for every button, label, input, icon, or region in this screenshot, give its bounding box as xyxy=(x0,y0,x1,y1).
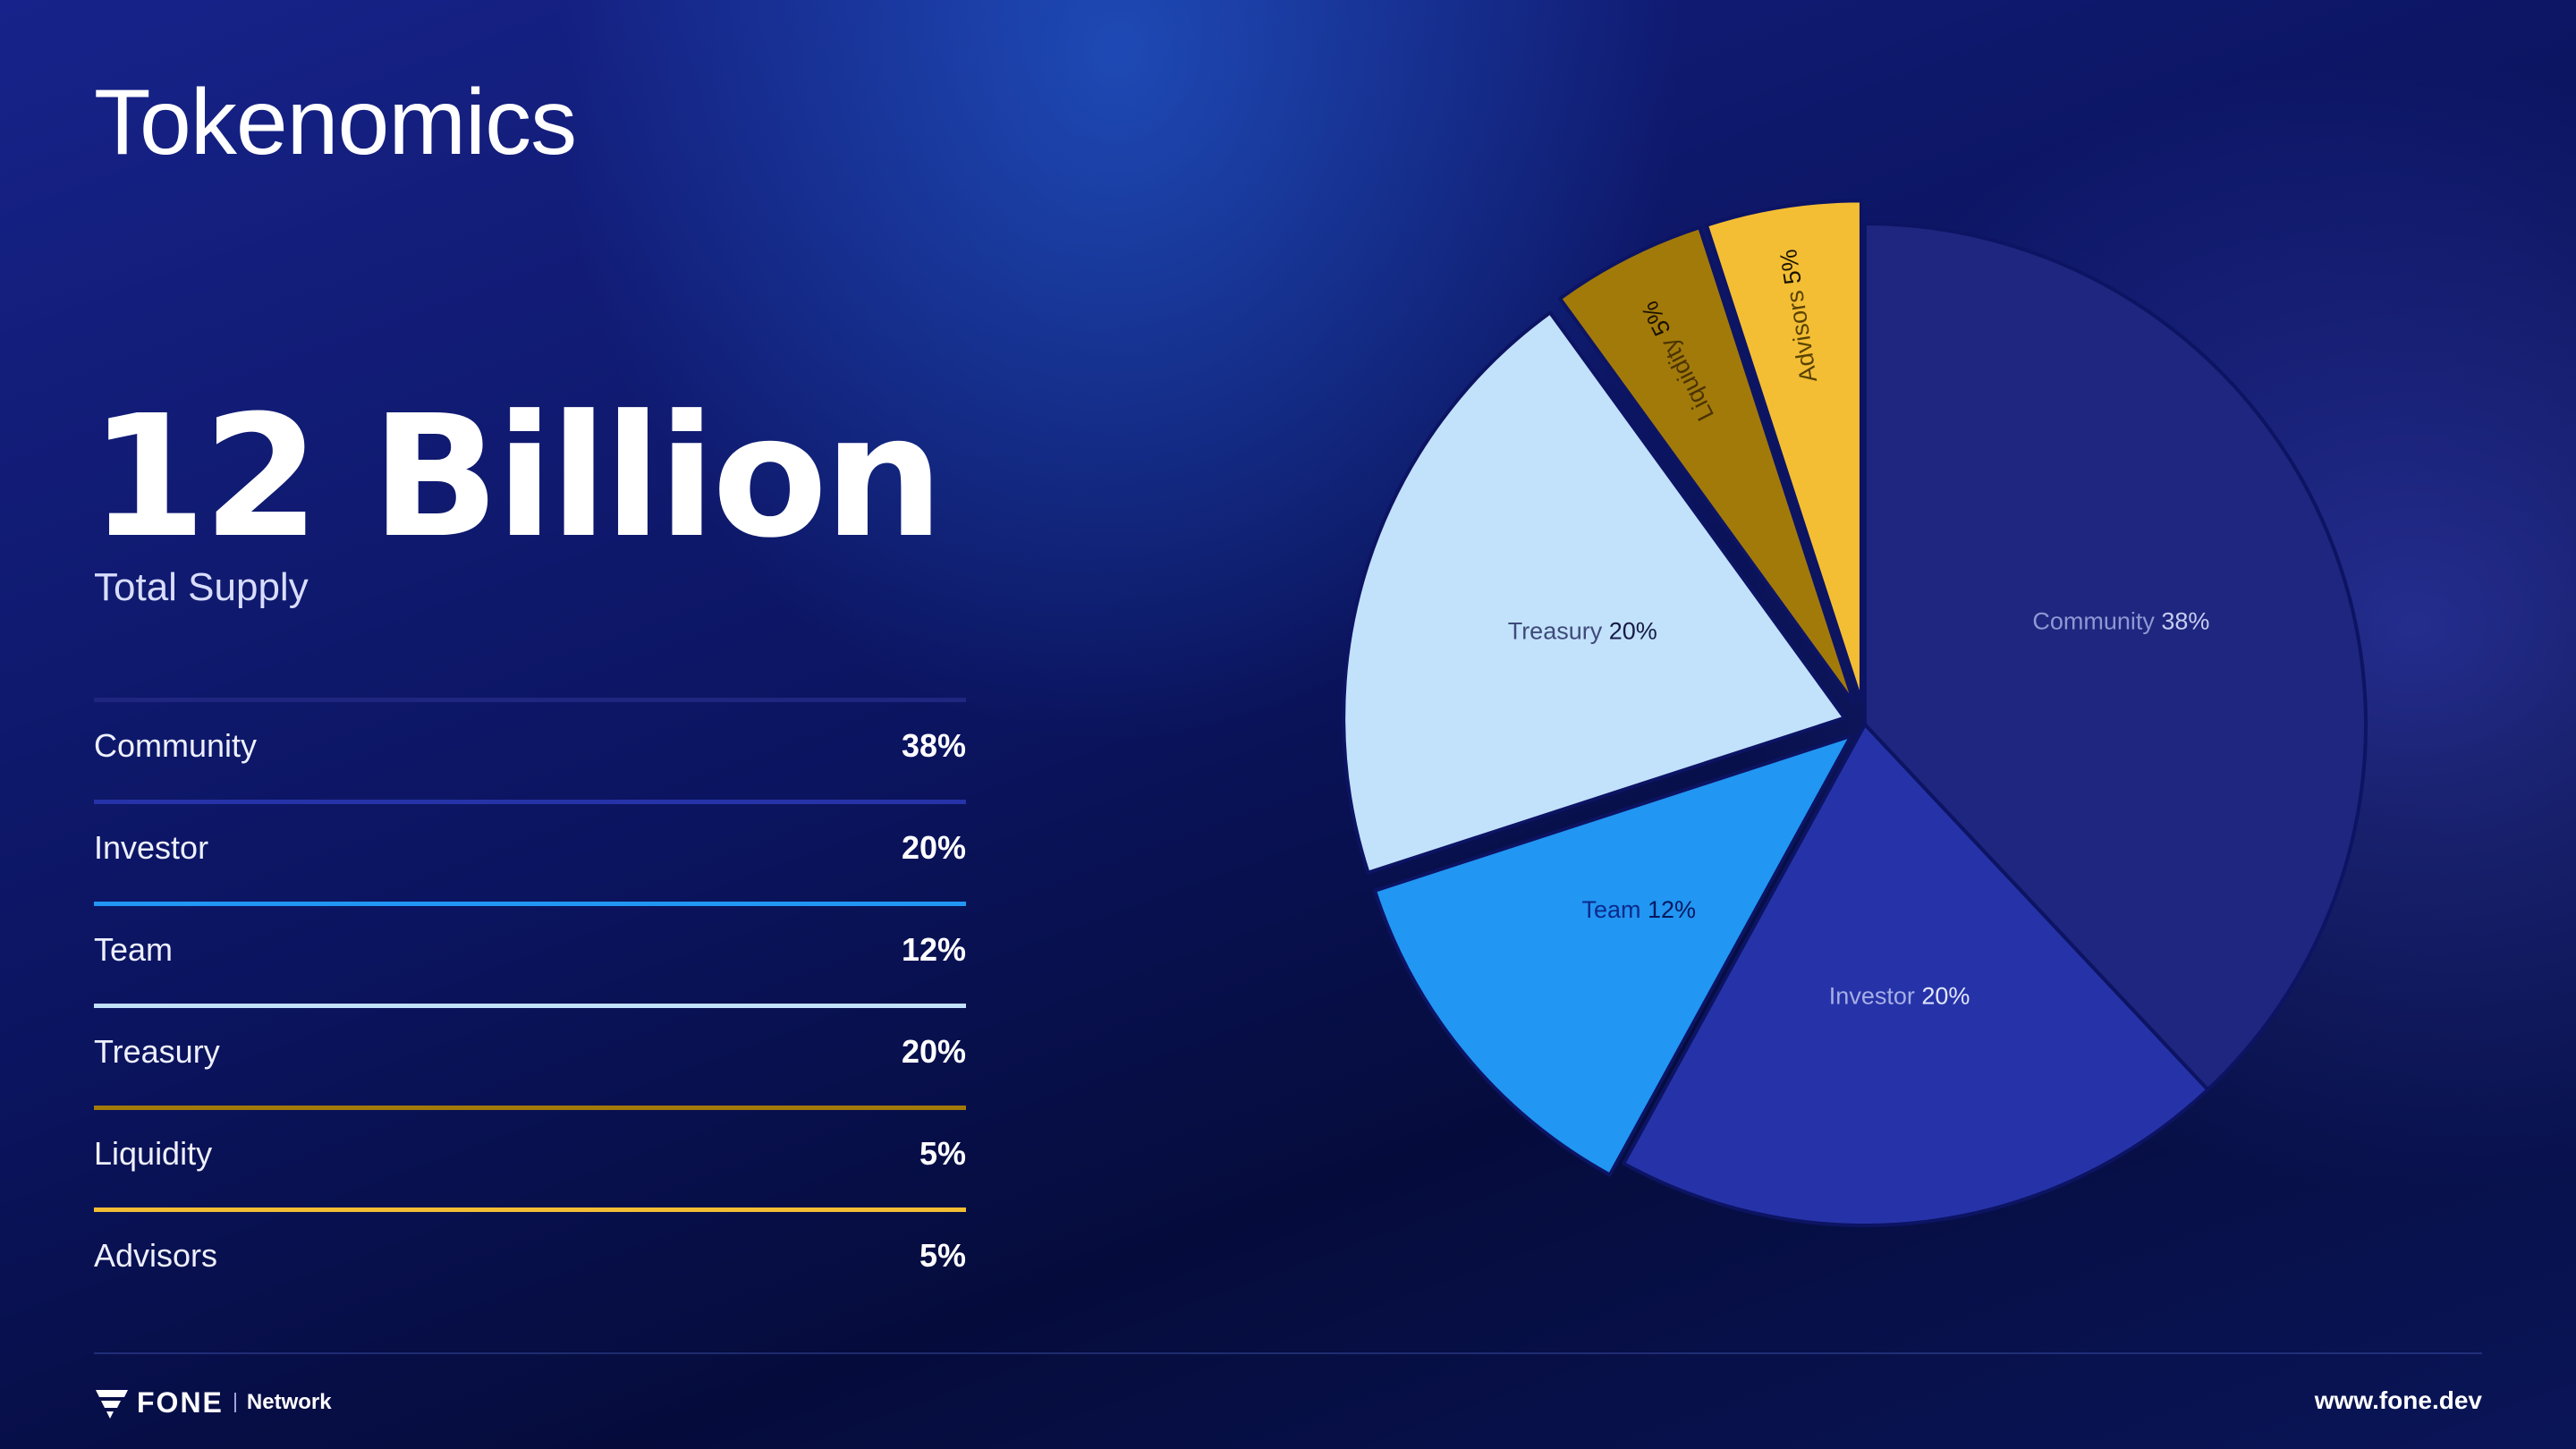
pie-label-team: Team 12% xyxy=(1581,896,1696,923)
pie-slice-advisors xyxy=(1704,199,1863,704)
pie-label-community: Community 38% xyxy=(2032,608,2209,635)
brand-name: FONE xyxy=(137,1385,224,1419)
allocation-name: Team xyxy=(94,930,174,968)
allocation-row-treasury: Treasury 20% xyxy=(94,1004,966,1100)
pie-label-value: 38% xyxy=(2161,608,2209,635)
pie-slice-community xyxy=(1863,222,2368,1092)
brand-separator xyxy=(233,1393,236,1412)
allocation-name: Investor xyxy=(94,828,209,866)
pie-label-name: Team xyxy=(1581,896,1648,923)
pie-slice-liquidity xyxy=(1558,225,1857,706)
page-title: Tokenomics xyxy=(94,71,577,174)
website-link[interactable]: www.fone.dev xyxy=(2314,1386,2482,1414)
pie-label-value: 5% xyxy=(1775,248,1807,286)
fone-logo-icon xyxy=(96,1390,128,1419)
footer-divider xyxy=(94,1352,2482,1354)
allocation-value: 5% xyxy=(919,1134,966,1172)
pie-label-name: Treasury xyxy=(1508,618,1609,645)
pie-label-investor: Investor 20% xyxy=(1829,983,1970,1010)
allocation-value: 5% xyxy=(919,1236,966,1274)
pie-label-name: Community xyxy=(2032,608,2161,635)
allocation-name: Treasury xyxy=(94,1032,220,1070)
pie-slice-investor xyxy=(1622,723,2210,1227)
total-supply-label: Total Supply xyxy=(94,565,309,609)
total-supply-value: 12 Billion xyxy=(89,379,944,575)
allocation-row-team: Team 12% xyxy=(94,902,966,998)
allocation-value: 20% xyxy=(901,1032,966,1070)
allocation-row-liquidity: Liquidity 5% xyxy=(94,1106,966,1202)
allocation-name: Liquidity xyxy=(94,1134,213,1172)
allocation-row-community: Community 38% xyxy=(94,698,966,794)
allocation-row-investor: Investor 20% xyxy=(94,800,966,896)
brand-subtitle: Network xyxy=(246,1390,332,1414)
allocation-row-advisors: Advisors 5% xyxy=(94,1208,966,1304)
allocation-list: Community 38% Investor 20% Team 12% Trea… xyxy=(94,698,966,1309)
allocation-name: Community xyxy=(94,726,258,764)
allocation-value: 38% xyxy=(901,726,966,764)
pie-slice-treasury xyxy=(1342,310,1847,875)
allocation-name: Advisors xyxy=(94,1236,218,1274)
pie-slice-team xyxy=(1373,733,1853,1177)
brand: FONE Network xyxy=(94,1385,332,1420)
pie-label-treasury: Treasury 20% xyxy=(1508,618,1657,645)
pie-label-value: 12% xyxy=(1648,896,1696,923)
pie-label-value: 20% xyxy=(1609,618,1657,645)
pie-label-name: Investor xyxy=(1829,983,1922,1010)
allocation-value: 12% xyxy=(901,930,966,968)
allocation-value: 20% xyxy=(901,828,966,866)
pie-label-value: 20% xyxy=(1921,983,1970,1010)
